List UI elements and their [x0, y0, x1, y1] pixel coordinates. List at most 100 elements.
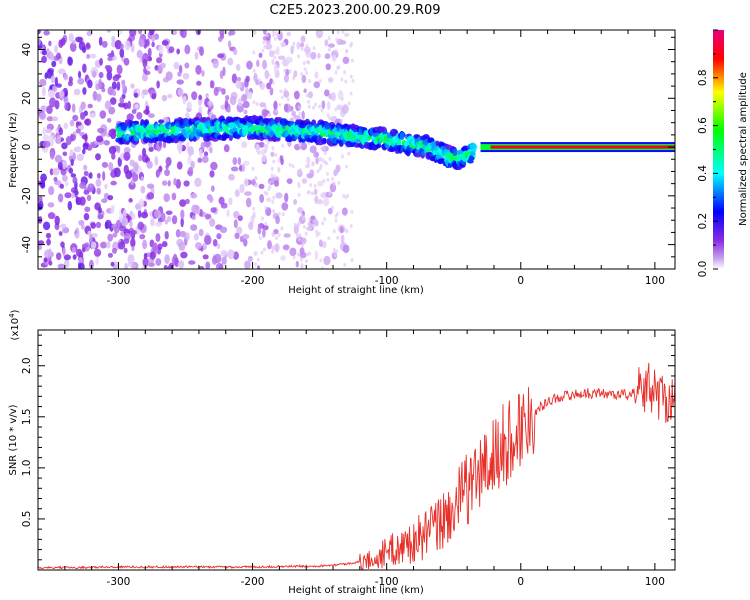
spectrogram-noise-cell: [227, 40, 232, 49]
spectrogram-noise-cell: [201, 70, 205, 77]
spectrogram-noise-cell: [327, 36, 331, 41]
spectrogram-noise-cell: [84, 133, 88, 143]
spectrogram-noise-cell: [176, 79, 184, 85]
spectrogram-noise-cell: [305, 93, 309, 98]
spectrogram-noise-cell: [270, 166, 274, 171]
spectrogram-ridge-cell: [192, 136, 197, 142]
spectrogram-noise-cell: [321, 100, 326, 110]
spectrogram-noise-cell: [264, 205, 268, 210]
spectrogram-noise-cell: [264, 149, 268, 154]
spectrogram-noise-cell: [161, 241, 168, 248]
spectrogram-noise-cell: [302, 224, 306, 229]
spectrogram-noise-cell: [252, 50, 256, 55]
spectrogram-noise-cell: [101, 161, 109, 168]
spectrogram-noise-cell: [178, 241, 186, 252]
spectrogram-noise-cell: [205, 93, 209, 99]
spectrogram-noise-cell: [106, 30, 112, 33]
spectrogram-noise-cell: [165, 156, 172, 167]
spectrogram-noise-cell: [130, 238, 136, 248]
spectrogram-noise-cell: [172, 30, 178, 35]
spectrogram-noise-cell: [72, 114, 79, 122]
spectrogram-noise-cell: [322, 179, 326, 184]
spectrogram-noise-cell: [209, 146, 213, 154]
spectrogram-noise-cell: [167, 180, 171, 187]
spectrogram-noise-cell: [131, 246, 135, 251]
spectrogram-noise-cell: [297, 237, 301, 242]
spectrogram-ridge-cell: [393, 129, 399, 135]
spectrogram-noise-cell: [275, 108, 279, 113]
spectrogram-noise-cell: [75, 248, 83, 257]
spectrogram-noise-cell: [212, 239, 218, 247]
spectrogram-noise-cell: [262, 228, 266, 238]
spectrogram-noise-cell: [89, 53, 97, 59]
spectrogram-noise-cell: [277, 55, 286, 60]
spectrogram-noise-cell: [122, 209, 127, 218]
spectrogram-noise-cell: [207, 100, 212, 106]
spectrogram-noise-cell: [91, 233, 98, 238]
spectrogram-noise-cell: [87, 103, 93, 109]
spectrogram-noise-cell: [279, 89, 283, 94]
colorbar-tick-label: 0.4: [697, 165, 709, 182]
snr-y-multiplier-close: ): [10, 309, 21, 313]
spectrogram-noise-cell: [83, 213, 90, 221]
spectrogram-noise-cell: [311, 191, 315, 196]
spectrogram-noise-cell: [72, 176, 78, 185]
spectrogram-noise-cell: [142, 89, 149, 95]
spectrogram-noise-cell: [135, 202, 143, 211]
spectrogram-y-label: Frequency (Hz): [8, 112, 19, 188]
spectrogram-noise-cell: [273, 63, 279, 74]
spectrogram-noise-cell: [54, 154, 63, 163]
spectrogram-noise-cell: [341, 104, 349, 114]
spectrogram-noise-cell: [314, 250, 319, 261]
spectrogram-noise-cell: [194, 51, 199, 60]
spectrogram-ridge-cell: [399, 132, 405, 141]
spectrogram-noise-cell: [42, 127, 47, 135]
spectrogram-noise-cell: [84, 118, 89, 126]
spectrogram-noise-cell: [52, 167, 60, 176]
spectrogram-noise-cell: [101, 40, 108, 48]
spectrogram-noise-cell: [284, 192, 289, 203]
spectrogram-noise-cell: [252, 211, 256, 216]
spectrogram-noise-cell: [251, 179, 256, 186]
spectrogram-noise-cell: [265, 144, 269, 149]
spectrogram-noise-cell: [136, 88, 141, 94]
spectrogram-noise-cell: [209, 218, 216, 227]
spectrogram-noise-cell: [292, 255, 296, 260]
spectrogram-noise-cell: [47, 90, 55, 98]
spectrogram-noise-cell: [217, 36, 223, 43]
spectrogram-noise-cell: [271, 199, 275, 204]
spectrogram-noise-cell: [297, 206, 304, 214]
spectrogram-noise-cell: [326, 171, 330, 176]
spectrogram-noise-cell: [306, 156, 311, 165]
spectrogram-noise-cell: [200, 141, 205, 151]
spectrogram-noise-cell: [127, 254, 135, 264]
spectrogram-noise-cell: [131, 109, 137, 114]
spectrogram-noise-cell: [82, 63, 87, 74]
spectrogram-noise-cell: [311, 162, 315, 167]
spectrogram-noise-cell: [260, 216, 264, 221]
spectrogram-noise-cell: [235, 63, 241, 71]
spectrogram-noise-cell: [57, 193, 64, 203]
spectrogram-noise-cell: [303, 46, 311, 54]
spectrogram-noise-cell: [195, 64, 202, 75]
spectrogram-noise-cell: [50, 75, 56, 84]
spectrogram-noise-cell: [187, 146, 195, 156]
spectrogram-noise-cell: [46, 238, 51, 246]
spectrogram-noise-cell: [227, 249, 235, 260]
spectrogram-x-label: Height of straight line (km): [288, 285, 424, 296]
spectrogram-noise-cell: [248, 221, 254, 231]
spectrogram-noise-cell: [254, 262, 258, 267]
spectrogram-noise-cell: [46, 105, 53, 115]
spectrogram-noise-cell: [307, 104, 311, 109]
spectrogram-noise-cell: [163, 193, 170, 203]
spectrogram-noise-cell: [175, 229, 181, 238]
spectrogram-noise-cell: [342, 56, 350, 65]
spectrogram-noise-cell: [38, 30, 41, 35]
spectrogram-noise-cell: [161, 94, 168, 102]
spectrogram-noise-cell: [315, 229, 319, 234]
spectrogram-noise-cell: [235, 80, 243, 89]
colorbar-ticks: 0.0 0.2 0.4 0.6 0.8: [697, 29, 718, 277]
spectrogram-noise-cell: [271, 146, 275, 151]
spectrogram-noise-cell: [65, 136, 72, 146]
spectrogram-noise-cell: [323, 255, 331, 266]
